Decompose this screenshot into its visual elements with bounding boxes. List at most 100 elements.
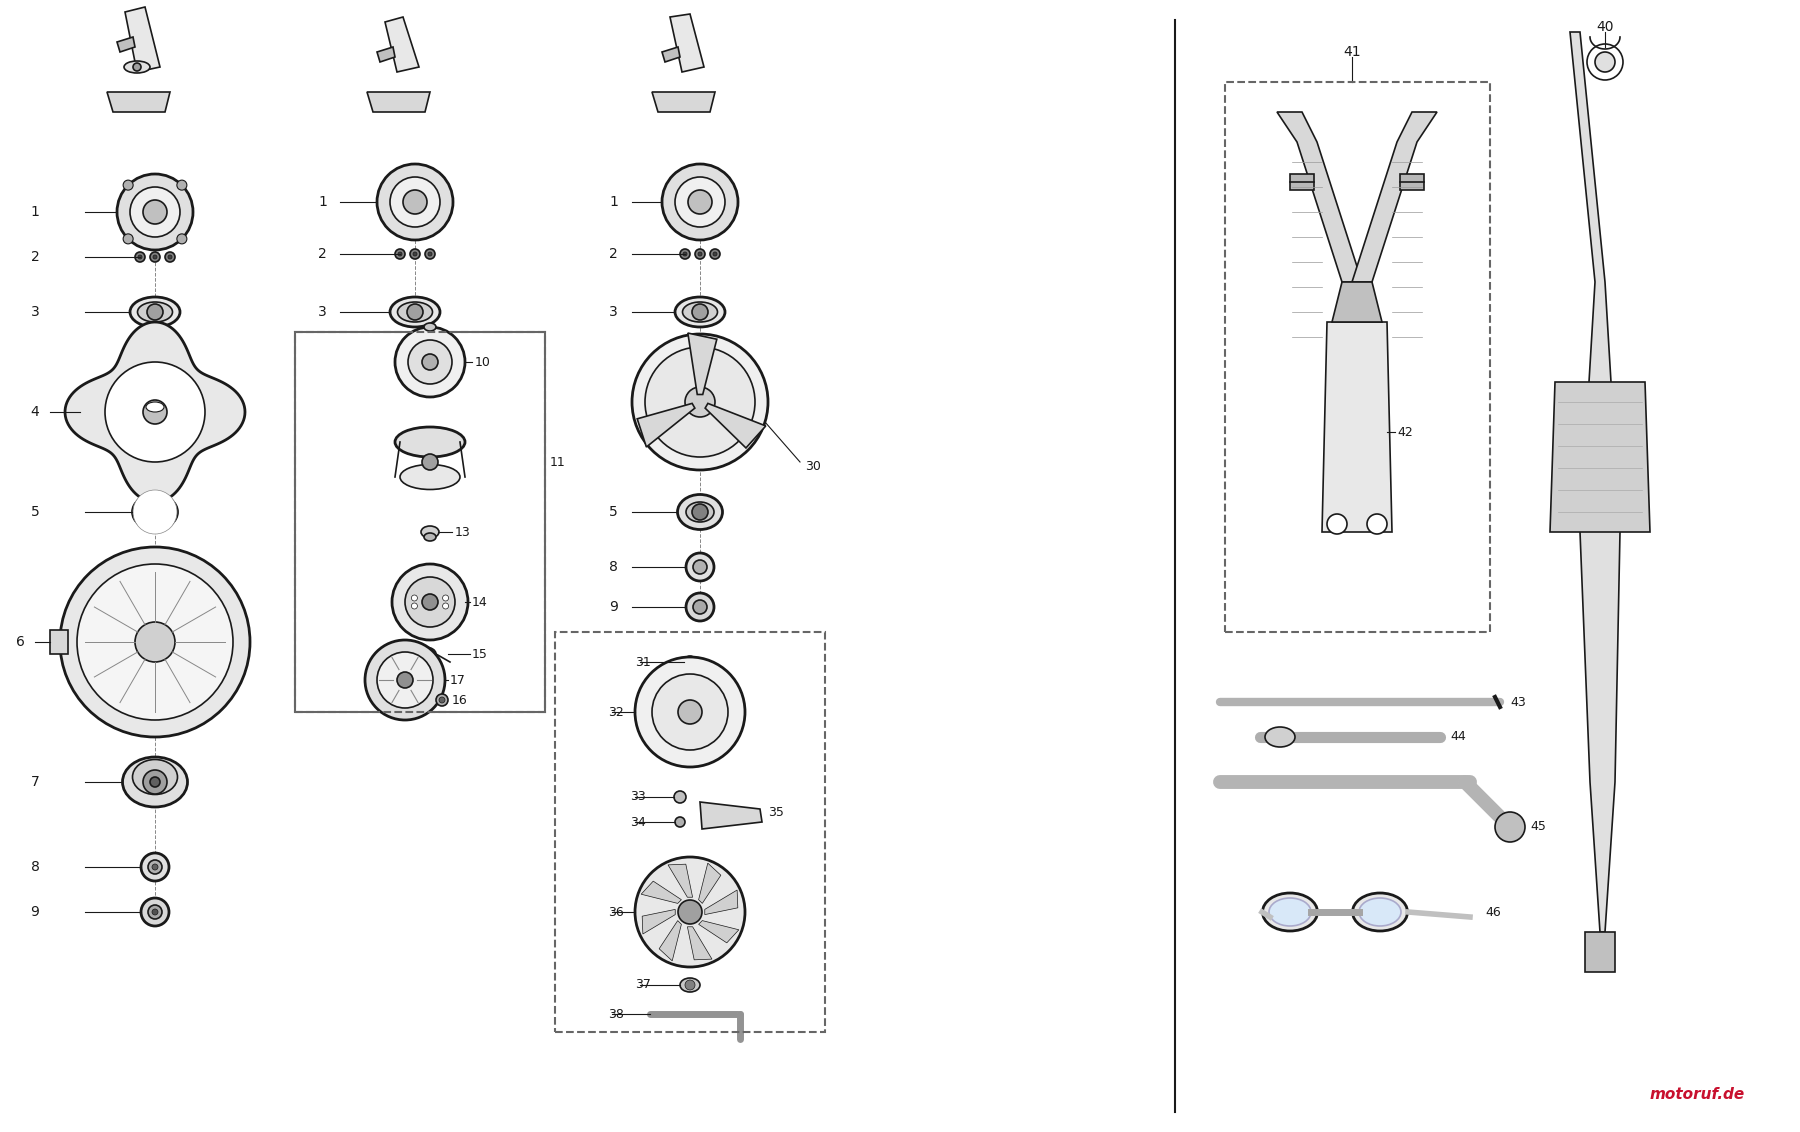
Polygon shape	[117, 37, 135, 52]
Circle shape	[635, 657, 745, 767]
Polygon shape	[652, 92, 715, 112]
Bar	[1291, 174, 1314, 190]
Polygon shape	[659, 920, 682, 961]
Bar	[554, 632, 824, 1032]
Text: 5: 5	[608, 505, 617, 518]
Circle shape	[392, 564, 468, 640]
Polygon shape	[643, 909, 675, 934]
Bar	[1400, 174, 1424, 190]
Ellipse shape	[1352, 893, 1408, 931]
Text: 2: 2	[31, 250, 40, 264]
Circle shape	[680, 249, 689, 259]
Text: 31: 31	[635, 655, 652, 669]
Polygon shape	[124, 7, 160, 72]
Circle shape	[693, 600, 707, 614]
Circle shape	[394, 327, 464, 397]
Text: 32: 32	[608, 705, 625, 719]
Text: 41: 41	[1343, 45, 1361, 59]
Polygon shape	[698, 920, 738, 943]
Circle shape	[376, 652, 434, 708]
Circle shape	[133, 63, 140, 71]
Ellipse shape	[682, 302, 718, 321]
Circle shape	[140, 498, 169, 526]
Circle shape	[693, 560, 707, 574]
Circle shape	[166, 252, 175, 261]
Text: 2: 2	[319, 247, 328, 261]
Circle shape	[686, 593, 715, 621]
Text: 1: 1	[608, 195, 617, 209]
Bar	[295, 332, 545, 712]
Circle shape	[167, 255, 173, 259]
Text: 37: 37	[635, 978, 652, 992]
Circle shape	[133, 490, 176, 534]
Polygon shape	[376, 48, 394, 62]
Ellipse shape	[146, 402, 164, 412]
Circle shape	[142, 770, 167, 794]
Text: 35: 35	[769, 806, 783, 818]
Circle shape	[1327, 514, 1346, 534]
Circle shape	[443, 603, 448, 609]
Text: 1: 1	[31, 205, 40, 218]
Text: 46: 46	[1485, 906, 1501, 918]
Polygon shape	[706, 890, 738, 915]
Polygon shape	[1276, 112, 1363, 282]
Circle shape	[410, 249, 419, 259]
Ellipse shape	[686, 501, 715, 522]
Circle shape	[412, 603, 418, 609]
Text: 40: 40	[1597, 20, 1615, 34]
Text: 34: 34	[630, 815, 646, 829]
Bar	[1226, 82, 1490, 632]
Text: 9: 9	[608, 600, 617, 614]
Circle shape	[679, 700, 702, 724]
Bar	[295, 332, 545, 712]
Circle shape	[632, 334, 769, 470]
Ellipse shape	[1265, 727, 1294, 747]
Ellipse shape	[133, 495, 178, 530]
Circle shape	[405, 577, 455, 627]
Polygon shape	[706, 403, 765, 448]
Circle shape	[436, 694, 448, 706]
Text: 7: 7	[31, 775, 40, 789]
Circle shape	[391, 177, 439, 228]
Circle shape	[673, 791, 686, 803]
Circle shape	[407, 305, 423, 320]
Circle shape	[644, 348, 754, 457]
Circle shape	[691, 305, 707, 320]
Ellipse shape	[1269, 898, 1310, 926]
Circle shape	[176, 180, 187, 190]
Text: motoruf.de: motoruf.de	[1651, 1087, 1744, 1101]
Circle shape	[151, 864, 158, 871]
Circle shape	[1366, 514, 1388, 534]
Circle shape	[151, 909, 158, 915]
Polygon shape	[1321, 321, 1391, 532]
Text: 5: 5	[31, 505, 40, 518]
Text: 10: 10	[475, 355, 491, 369]
Circle shape	[688, 190, 713, 214]
Circle shape	[686, 980, 695, 990]
Ellipse shape	[130, 297, 180, 327]
Polygon shape	[637, 403, 695, 447]
Text: 9: 9	[31, 904, 40, 919]
Text: 30: 30	[805, 461, 821, 473]
Circle shape	[148, 904, 162, 919]
Ellipse shape	[680, 978, 700, 992]
Ellipse shape	[675, 297, 725, 327]
Text: 14: 14	[472, 595, 488, 609]
Polygon shape	[1550, 381, 1651, 532]
Circle shape	[148, 860, 162, 874]
Polygon shape	[662, 48, 680, 62]
Text: 17: 17	[450, 674, 466, 686]
Polygon shape	[700, 801, 761, 829]
Circle shape	[421, 354, 437, 370]
Circle shape	[376, 164, 454, 240]
Text: 4: 4	[31, 405, 40, 419]
Circle shape	[421, 454, 437, 470]
Circle shape	[1595, 52, 1615, 72]
Ellipse shape	[414, 648, 436, 661]
Text: 43: 43	[1510, 695, 1526, 709]
Text: 3: 3	[319, 305, 328, 319]
Circle shape	[130, 187, 180, 237]
Circle shape	[135, 621, 175, 662]
Text: 45: 45	[1530, 821, 1546, 833]
Polygon shape	[688, 927, 713, 960]
